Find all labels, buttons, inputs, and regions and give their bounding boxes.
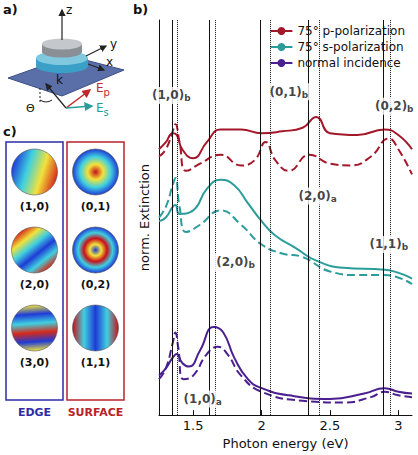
svg-text:SURFACE: SURFACE: [68, 406, 124, 419]
svg-text:a): a): [3, 2, 18, 17]
svg-text:b: b: [302, 90, 309, 100]
svg-text:(1,0): (1,0): [20, 200, 50, 213]
svg-text:b): b): [133, 2, 148, 17]
svg-text:c): c): [3, 124, 17, 139]
svg-text:x: x: [106, 55, 113, 69]
svg-text:Ep: Ep: [96, 81, 110, 98]
svg-text:a: a: [216, 397, 222, 407]
svg-text:2.5: 2.5: [320, 418, 341, 433]
svg-text:z: z: [66, 3, 72, 17]
svg-text:3: 3: [394, 418, 402, 433]
svg-text:(1,1): (1,1): [369, 237, 401, 251]
svg-text:75° p-polarization: 75° p-polarization: [297, 24, 405, 38]
svg-text:(0,2): (0,2): [81, 278, 111, 291]
svg-text:(1,0): (1,0): [184, 392, 216, 406]
svg-text:y: y: [110, 37, 117, 51]
svg-text:k: k: [56, 73, 63, 87]
svg-text:b: b: [184, 93, 191, 103]
svg-text:Photon energy (eV): Photon energy (eV): [223, 436, 349, 451]
svg-text:1.5: 1.5: [183, 418, 204, 433]
svg-text:(0,2): (0,2): [375, 99, 407, 113]
svg-text:(3,0): (3,0): [20, 356, 50, 369]
svg-text:normal incidence: normal incidence: [297, 56, 400, 70]
svg-text:a: a: [331, 194, 337, 204]
svg-text:(1,1): (1,1): [81, 356, 111, 369]
svg-text:(2,0): (2,0): [216, 255, 248, 269]
svg-text:EDGE: EDGE: [18, 406, 51, 419]
svg-text:b: b: [402, 242, 409, 252]
svg-text:(2,0): (2,0): [298, 189, 330, 203]
svg-text:Es: Es: [96, 101, 109, 118]
svg-text:norm. Extinction: norm. Extinction: [137, 164, 152, 271]
svg-text:(0,1): (0,1): [270, 85, 302, 99]
svg-text:(0,1): (0,1): [81, 200, 111, 213]
svg-text:(1,0): (1,0): [152, 88, 184, 102]
svg-text:Θ: Θ: [26, 102, 35, 115]
svg-text:b: b: [407, 104, 414, 114]
svg-text:2: 2: [257, 418, 265, 433]
svg-text:b: b: [248, 260, 255, 270]
svg-text:(2,0): (2,0): [20, 278, 50, 291]
svg-text:75° s-polarization: 75° s-polarization: [297, 40, 403, 54]
